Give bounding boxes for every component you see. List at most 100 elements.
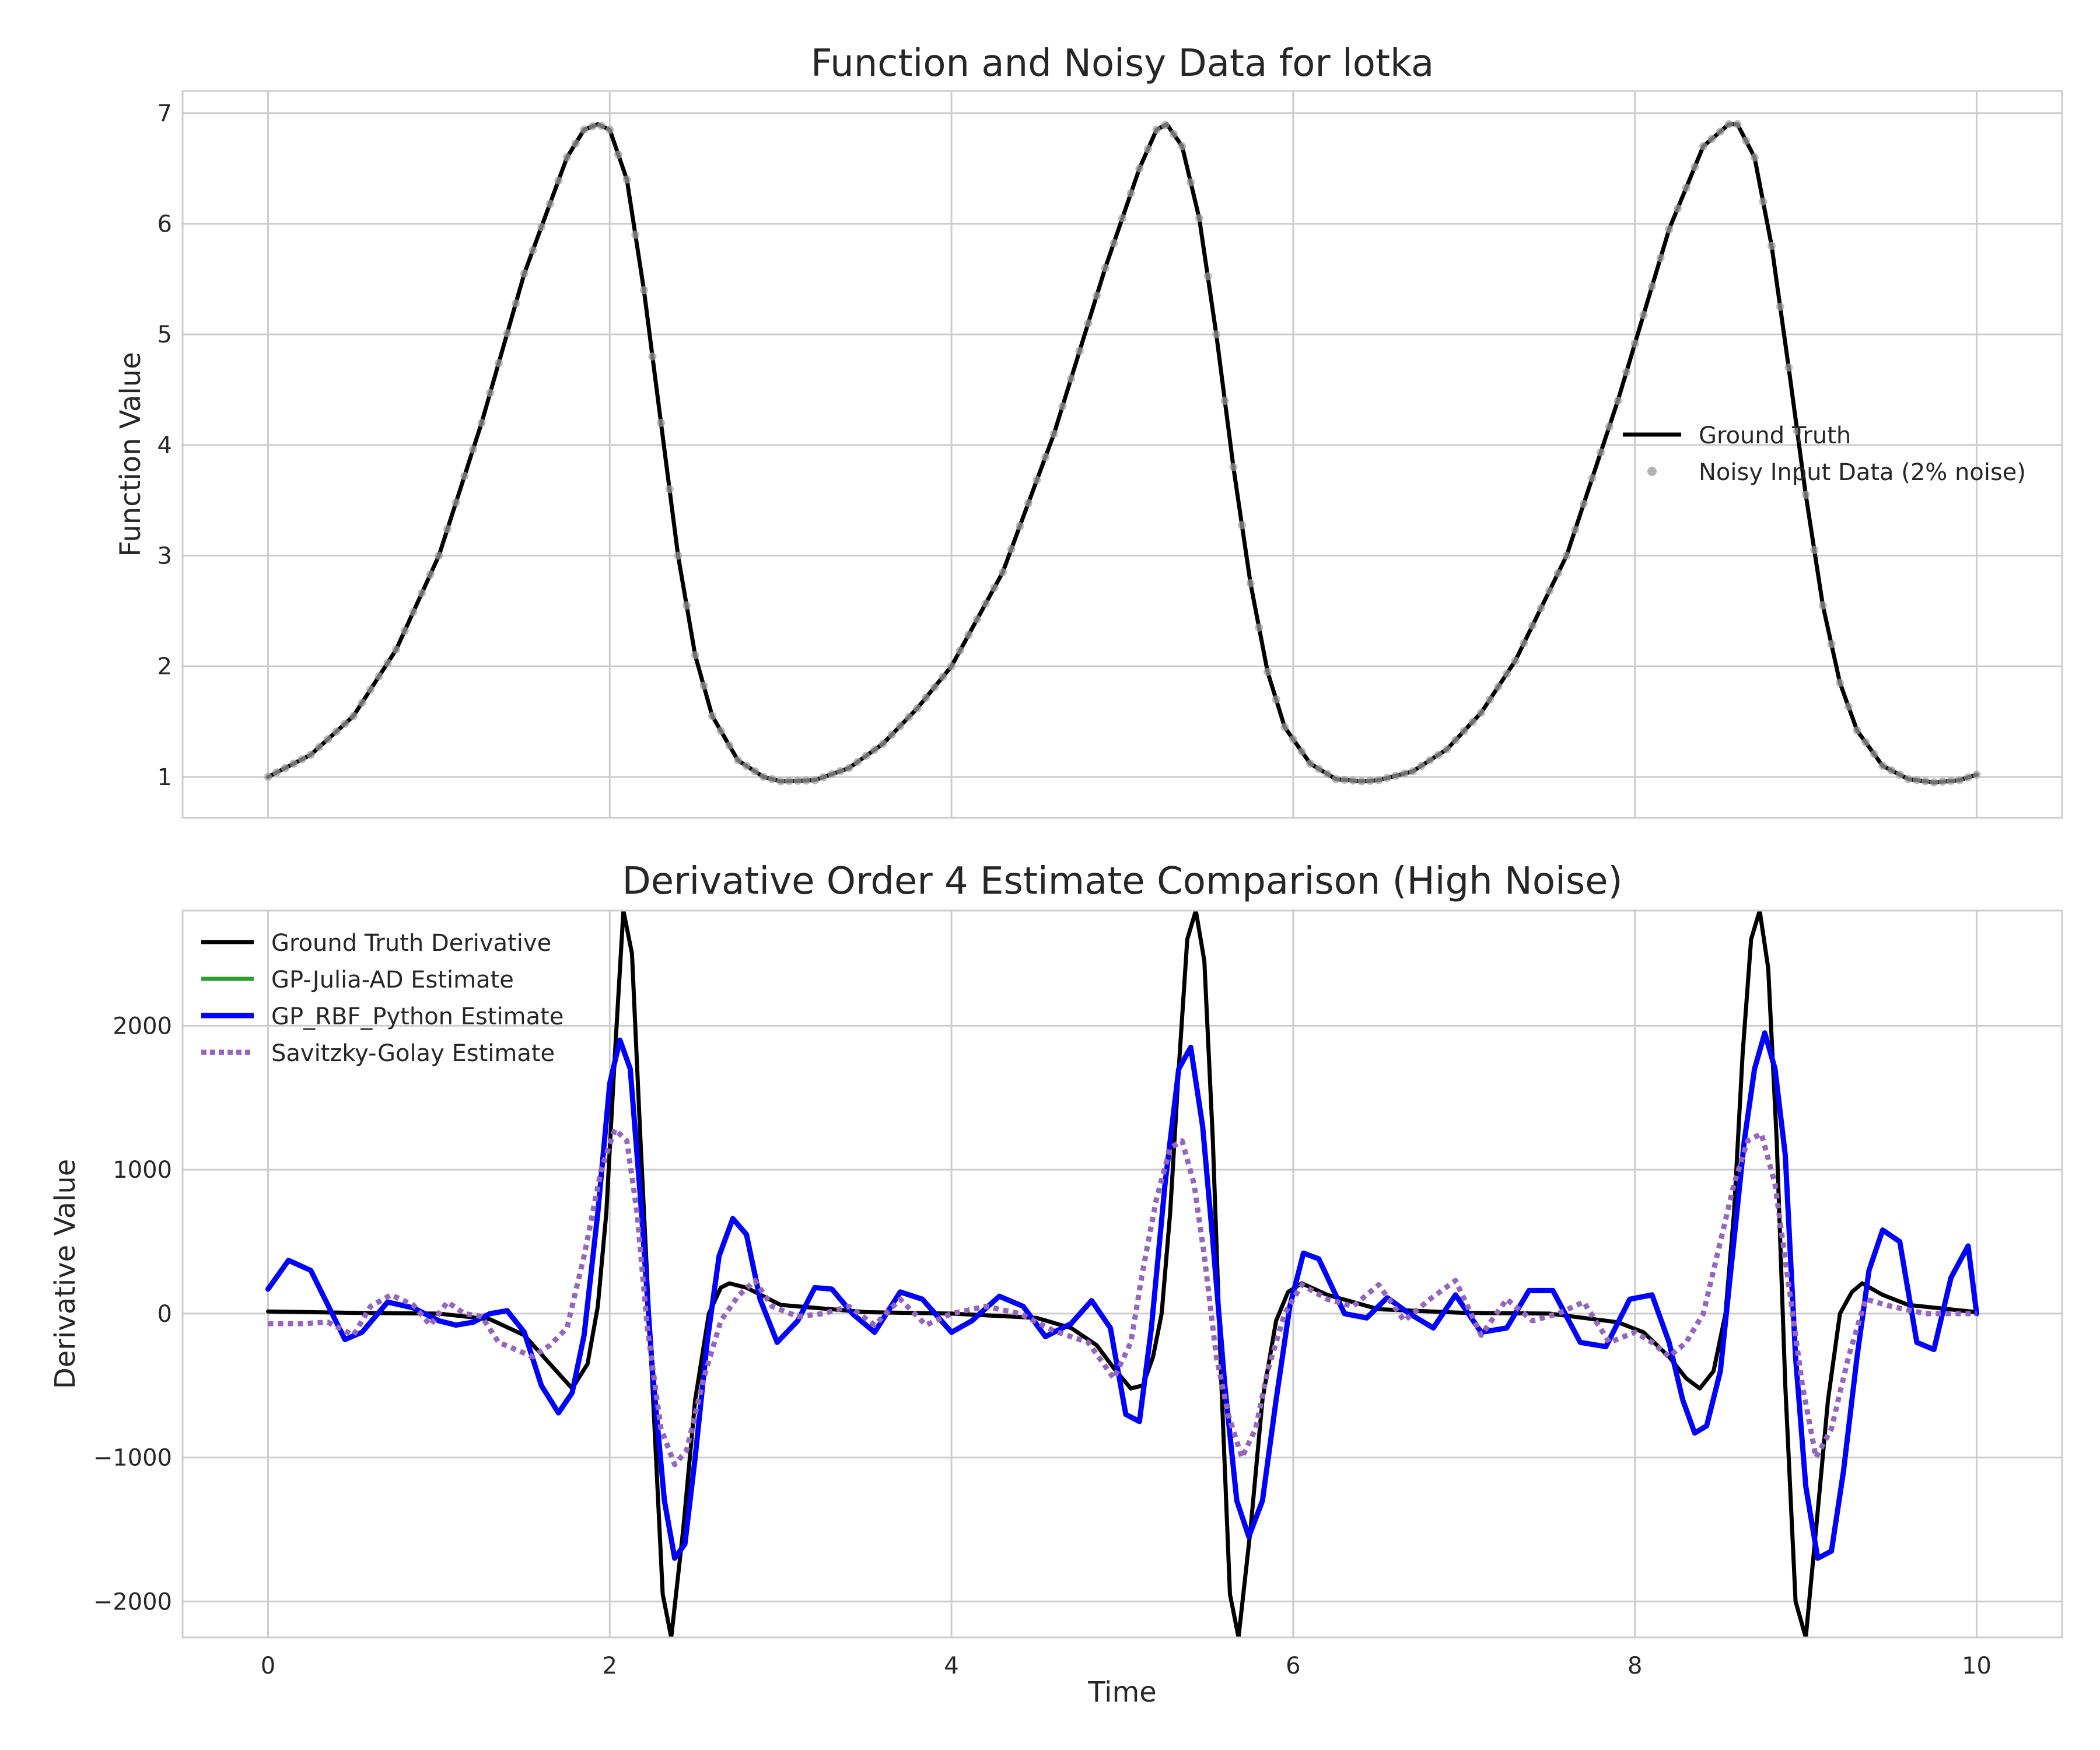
noisy-data-point (1665, 225, 1674, 234)
noisy-data-point (622, 175, 631, 184)
noisy-data-point (1895, 771, 1904, 779)
derivative-y-tick-label: −2000 (93, 1588, 172, 1615)
noisy-data-point (563, 153, 571, 162)
noisy-data-point (306, 750, 315, 759)
noisy-data-point (1032, 475, 1041, 484)
noisy-data-point (1716, 127, 1725, 136)
noisy-data-point (1597, 448, 1605, 457)
noisy-data-point (896, 722, 905, 730)
noisy-data-point (418, 589, 426, 597)
series-line-gp-rbf-python-estimate (265, 1030, 1979, 1561)
noisy-data-point (1750, 153, 1759, 162)
noisy-data-point (1545, 586, 1554, 595)
noisy-data-point (1844, 702, 1853, 711)
function-y-tick-label: 7 (158, 100, 172, 127)
noisy-data-point (1639, 311, 1648, 319)
noisy-data-point (1195, 214, 1203, 223)
noisy-data-point (1007, 545, 1016, 554)
noisy-data-point (785, 776, 793, 785)
noisy-data-point (1314, 764, 1323, 773)
noisy-data-point (1630, 340, 1639, 348)
noisy-data-point (1434, 750, 1443, 759)
noisy-data-point (580, 125, 589, 134)
noisy-data-point (1818, 601, 1827, 610)
derivative-x-tick-label: 8 (1628, 1653, 1642, 1679)
legend-swatch-noisy-data (1647, 467, 1657, 476)
noisy-data-point (1853, 726, 1861, 735)
noisy-data-point (1374, 776, 1383, 785)
noisy-data-point (973, 615, 981, 624)
noisy-data-point (332, 727, 341, 736)
noisy-data-point (1964, 773, 1972, 782)
noisy-data-point (1605, 422, 1614, 431)
noisy-data-point (691, 651, 699, 660)
noisy-data-point (1887, 766, 1896, 775)
legend-label-ground-truth: Ground Truth (1699, 422, 1851, 449)
noisy-data-point (1947, 776, 1955, 785)
derivative-legend: Ground Truth Derivative GP-Julia-AD Esti… (201, 930, 564, 1067)
noisy-data-point (759, 772, 768, 781)
noisy-data-point (383, 659, 392, 667)
noisy-data-point (1913, 776, 1921, 785)
noisy-data-point (1836, 678, 1845, 687)
noisy-data-point (716, 726, 725, 735)
noisy-data-point (1485, 695, 1494, 704)
function-grid (183, 91, 2062, 818)
derivative-grid (183, 911, 2062, 1637)
noisy-data-point (1041, 453, 1050, 461)
noisy-data-point (409, 608, 418, 617)
noisy-data-point (1494, 682, 1503, 691)
noisy-data-point (1801, 491, 1810, 499)
noisy-data-point (1289, 735, 1297, 744)
derivative-y-tick-label: 1000 (113, 1157, 172, 1184)
function-y-tick-label: 2 (158, 653, 172, 680)
noisy-data-point (537, 223, 546, 232)
noisy-data-point (1614, 397, 1622, 405)
derivative-chart-title: Derivative Order 4 Estimate Comparison (… (622, 860, 1622, 903)
noisy-data-point (1016, 522, 1024, 530)
noisy-data-point (1246, 579, 1255, 587)
noisy-data-point (1656, 254, 1665, 262)
noisy-data-point (1588, 474, 1597, 482)
noisy-data-point (1255, 623, 1264, 632)
noisy-data-point (913, 704, 922, 713)
noisy-data-point (699, 681, 708, 690)
function-plot-area (183, 91, 2062, 818)
noisy-data-point (1220, 397, 1229, 405)
function-legend: Ground Truth Noisy Input Data (2% noise) (1623, 422, 2026, 486)
derivative-y-tick-label: −1000 (93, 1445, 172, 1472)
derivative-frame (181, 909, 2063, 1639)
noisy-data-point (1528, 621, 1536, 630)
noisy-data-point (1682, 183, 1690, 192)
function-series (264, 120, 1981, 787)
noisy-data-point (477, 418, 486, 427)
function-y-tick-label: 4 (158, 432, 172, 459)
derivative-y-tick-label: 2000 (113, 1013, 172, 1040)
function-panel: 1 2 3 4 5 6 7 Function and Noisy Data for lotk… (114, 42, 2063, 819)
legend-label-savitzky-golay: Savitzky-Golay Estimate (271, 1040, 555, 1067)
noisy-data-point (1622, 368, 1631, 376)
noisy-data-point (503, 329, 512, 338)
derivative-y-tick-label: 0 (158, 1301, 172, 1328)
noisy-data-point (1562, 551, 1571, 560)
series-line-savitzky-golay-estimate (268, 1126, 1977, 1468)
function-tick-labels: 1 2 3 4 5 6 7 (158, 100, 172, 791)
noisy-data-point (315, 743, 324, 751)
legend-label-gp-rbf-python: GP_RBF_Python Estimate (271, 1003, 564, 1030)
derivative-x-tick-label: 6 (1286, 1653, 1300, 1679)
noisy-data-point (964, 631, 973, 639)
legend-label-gp-julia-ad: GP-Julia-AD Estimate (271, 967, 514, 993)
function-y-tick-label: 6 (158, 211, 172, 238)
noisy-data-point (1443, 745, 1451, 754)
noisy-data-point (1118, 214, 1126, 223)
noisy-data-point (1503, 670, 1511, 678)
noisy-data-point (1264, 667, 1272, 676)
noisy-data-point (1323, 769, 1332, 778)
noisy-data-point (1955, 776, 1964, 785)
noisy-data-point (281, 764, 289, 772)
noisy-data-point (1724, 120, 1733, 128)
x-axis-label: Time (1087, 1676, 1156, 1709)
noisy-data-point (904, 713, 913, 722)
noisy-data-point (1477, 708, 1486, 717)
noisy-data-point (1126, 189, 1135, 198)
